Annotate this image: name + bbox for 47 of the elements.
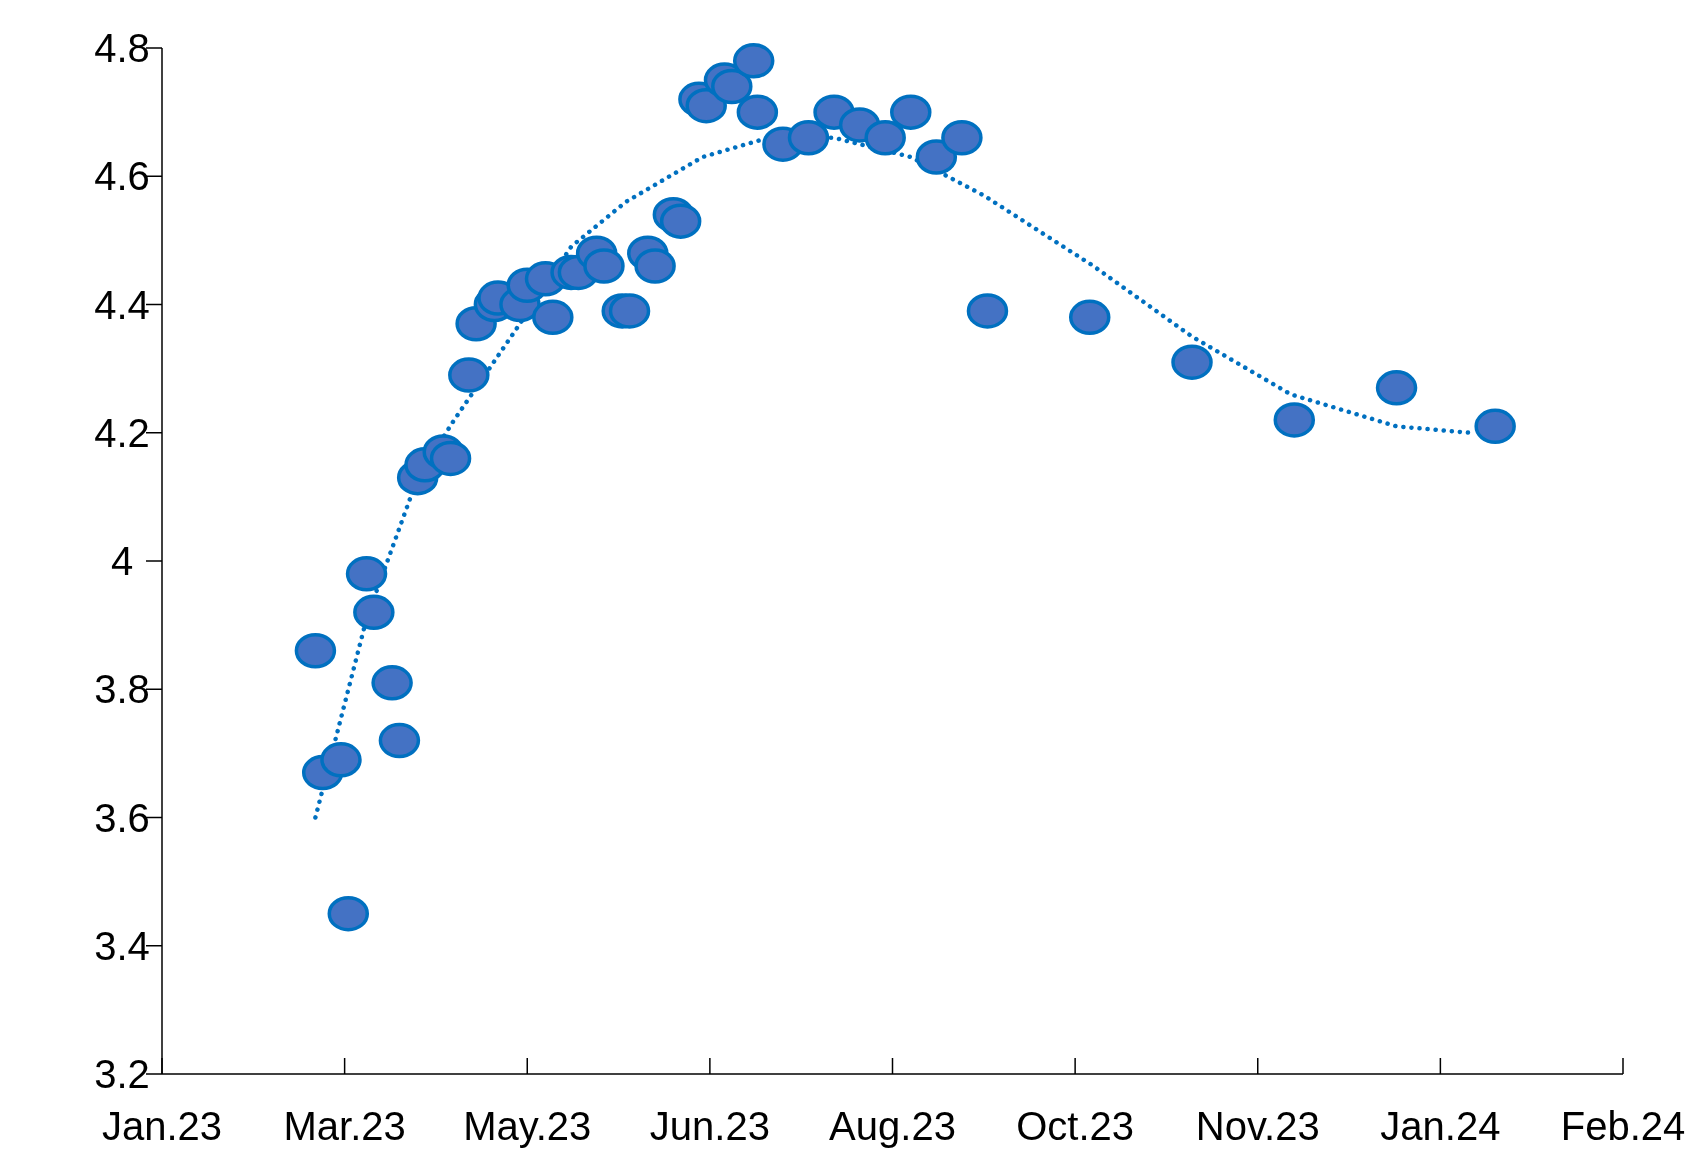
- point: [1375, 370, 1418, 406]
- x-tick-label: Jun.23: [649, 1104, 770, 1148]
- point: [1474, 408, 1516, 445]
- point: [915, 139, 958, 175]
- point: [1068, 299, 1111, 336]
- point: [320, 742, 362, 778]
- point: [711, 68, 753, 105]
- point: [966, 293, 1009, 329]
- point: [732, 43, 775, 79]
- x-tick-label: Feb.24: [1560, 1104, 1686, 1148]
- point: [327, 895, 370, 932]
- point: [378, 722, 421, 759]
- point: [371, 665, 413, 701]
- point: [1273, 402, 1316, 438]
- y-tick-label: 4: [110, 539, 134, 583]
- point: [864, 120, 906, 156]
- point: [685, 87, 727, 124]
- x-tick-label: Aug.23: [829, 1104, 956, 1148]
- x-tick-label: Mar.23: [283, 1104, 406, 1148]
- point: [583, 248, 625, 284]
- y-tick-label: 3.6: [94, 795, 150, 840]
- x-tick-label: Jan.23: [101, 1104, 223, 1148]
- y-tick-label: 4.4: [94, 282, 150, 327]
- y-tick-label: 3.4: [94, 923, 150, 968]
- point: [429, 440, 472, 477]
- point: [294, 633, 337, 669]
- point: [353, 594, 395, 631]
- x-tick-label: Oct.23: [1016, 1104, 1135, 1148]
- point: [736, 94, 779, 130]
- point: [1171, 344, 1213, 380]
- point: [345, 556, 388, 592]
- point: [890, 94, 932, 130]
- x-tick-label: May.23: [463, 1104, 592, 1148]
- y-tick-label: 3.2: [94, 1052, 150, 1096]
- point: [608, 293, 651, 329]
- y-tick-label: 4.6: [94, 154, 150, 199]
- point: [532, 299, 574, 336]
- y-tick-label: 4.8: [94, 26, 150, 70]
- x-tick-label: Jan.24: [1380, 1104, 1501, 1148]
- point: [634, 248, 676, 284]
- point: [659, 203, 702, 239]
- point: [941, 120, 983, 156]
- y-tick-label: 3.8: [94, 667, 150, 712]
- point: [787, 120, 830, 156]
- point: [448, 357, 490, 393]
- x-tick-label: Nov.23: [1195, 1104, 1320, 1148]
- y-tick-label: 4.2: [94, 410, 150, 455]
